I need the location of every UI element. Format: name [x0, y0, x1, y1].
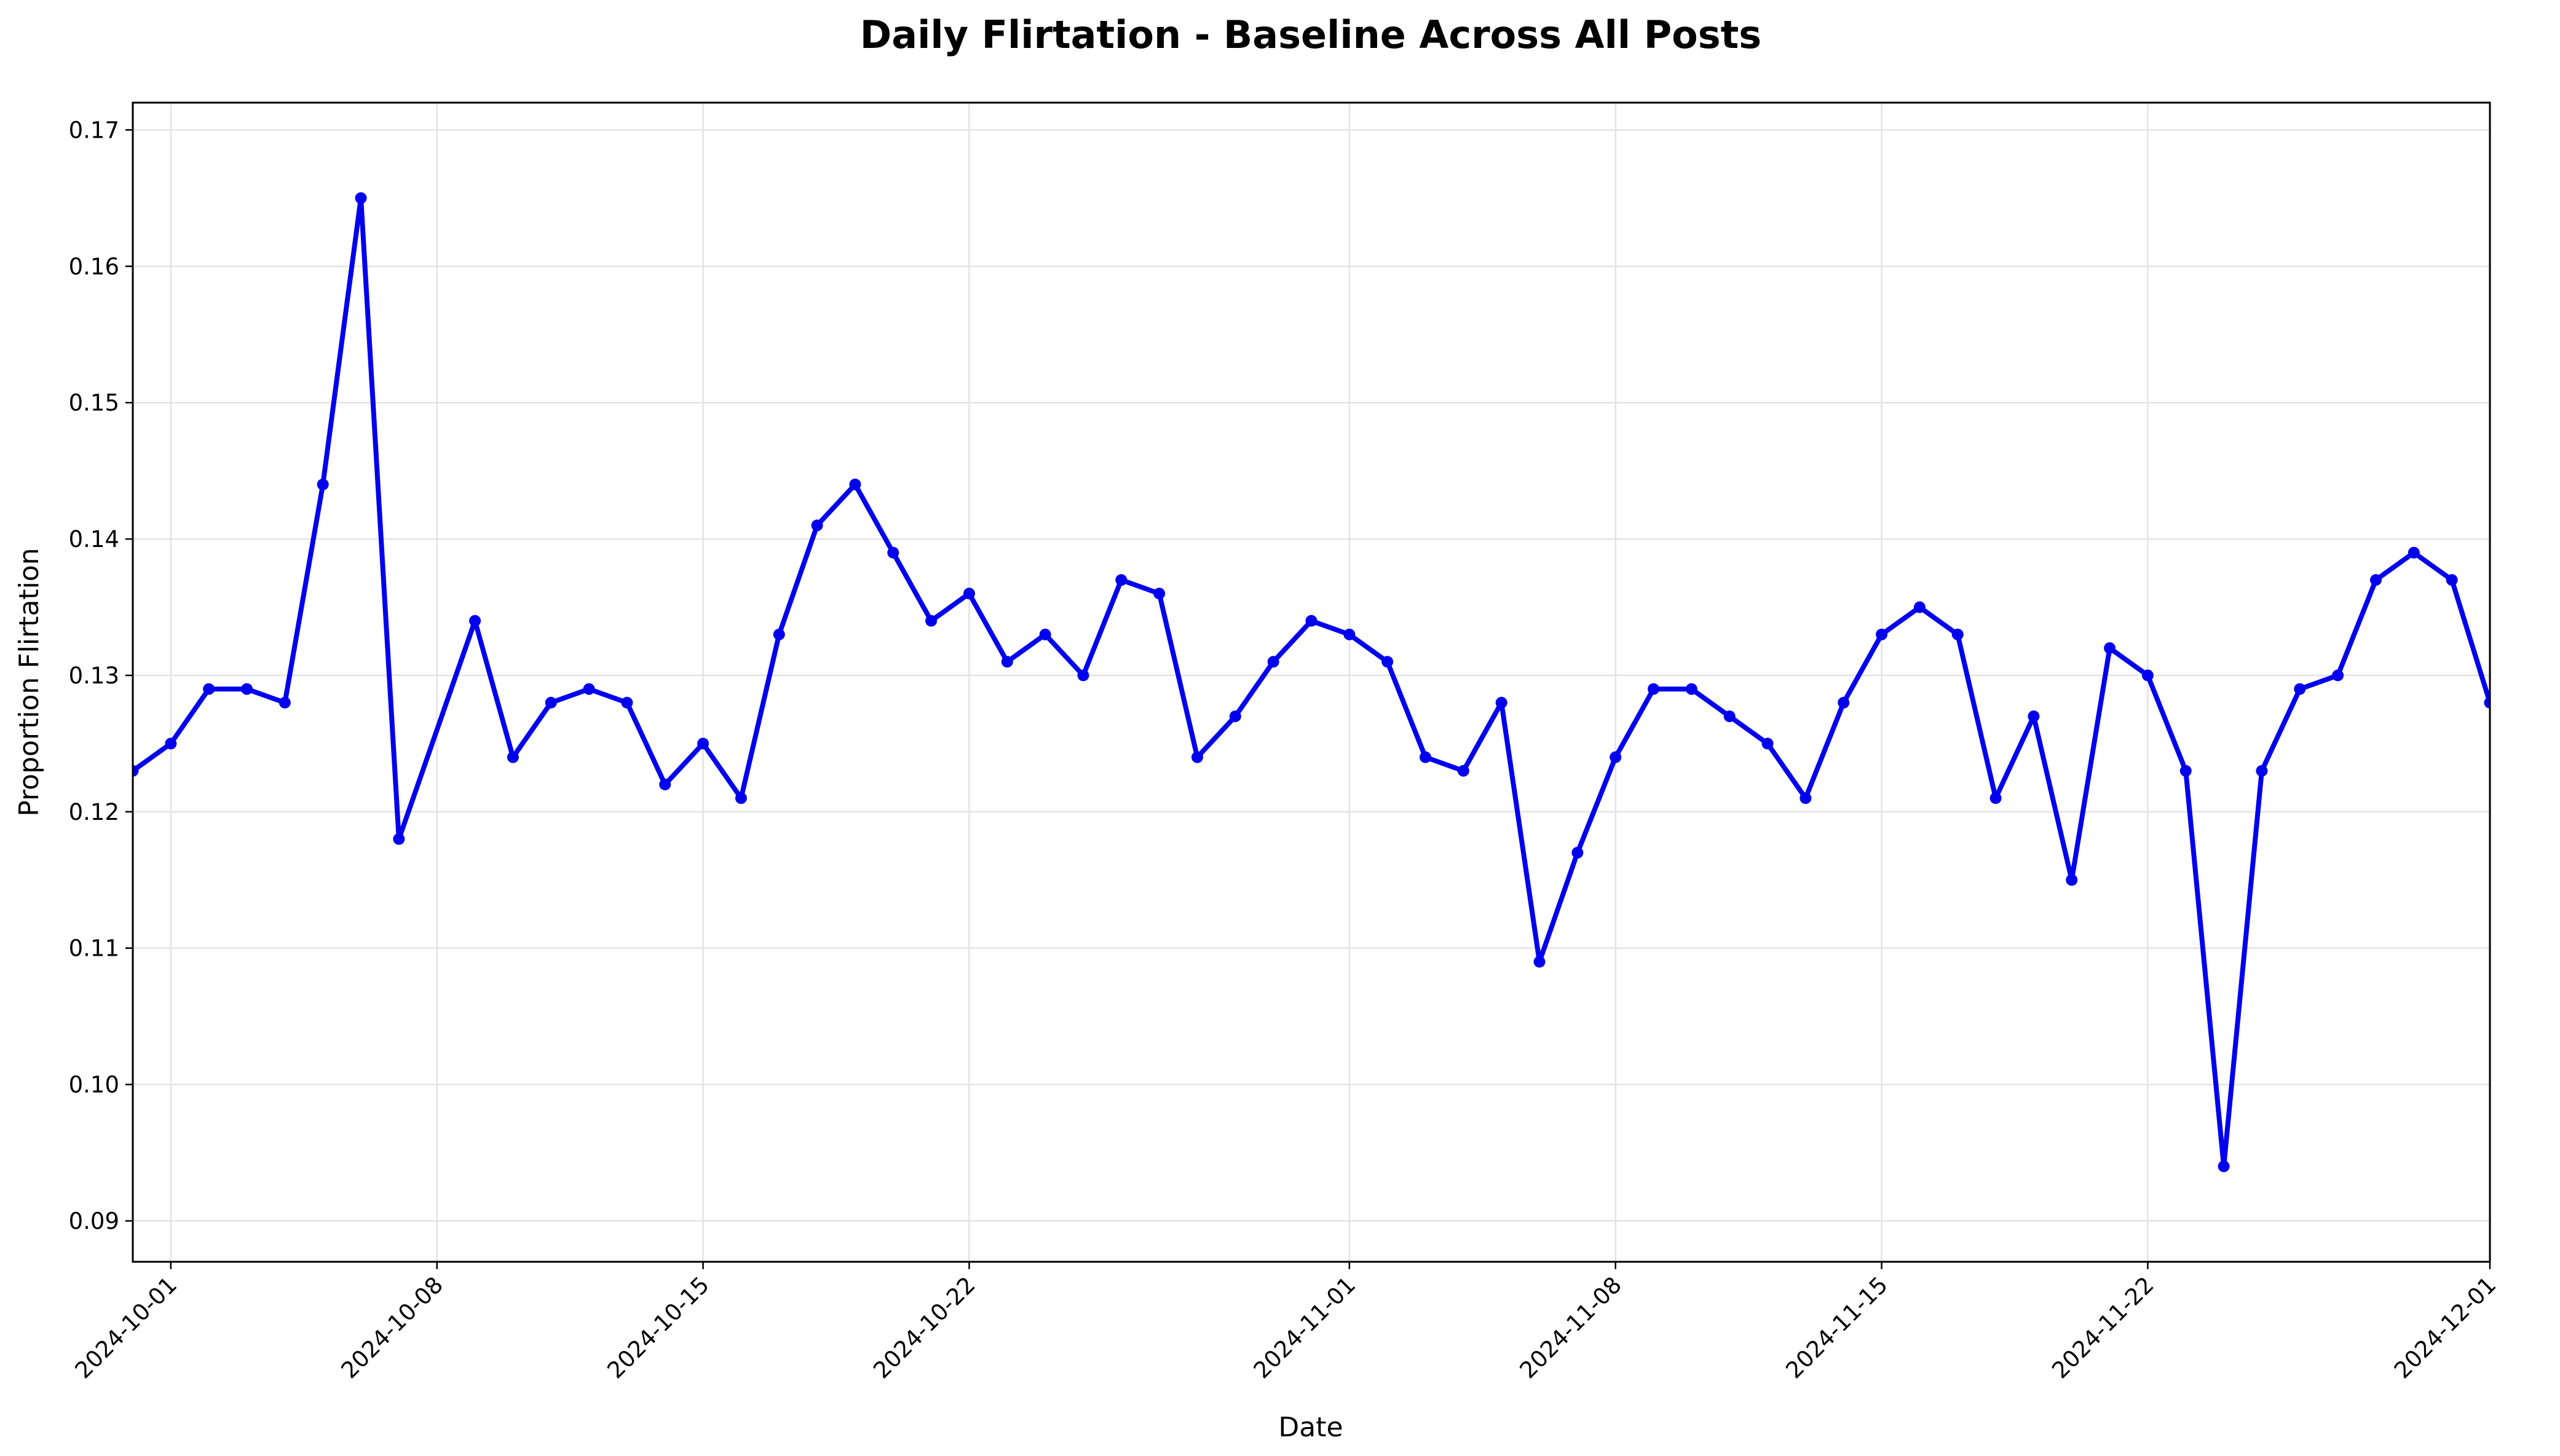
- y-tick-label: 0.15: [69, 390, 119, 416]
- data-point: [1610, 751, 1622, 763]
- data-point: [659, 778, 671, 790]
- y-axis-label: Proportion Flirtation: [14, 548, 45, 816]
- x-axis-label: Date: [1278, 1412, 1343, 1443]
- data-point: [1191, 751, 1203, 763]
- data-point: [1039, 628, 1051, 640]
- data-point: [583, 683, 595, 695]
- y-tick-label: 0.11: [69, 935, 119, 962]
- data-point: [203, 683, 215, 695]
- data-point: [887, 546, 899, 559]
- data-point: [1153, 588, 1166, 600]
- y-tick-label: 0.12: [69, 799, 119, 825]
- data-point: [393, 833, 405, 845]
- data-point: [1761, 738, 1774, 750]
- series-layer: [133, 192, 2490, 1173]
- chart-title: Daily Flirtation - Baseline Across All P…: [860, 12, 1761, 57]
- data-point: [469, 615, 481, 627]
- data-point: [2179, 765, 2192, 777]
- y-tick-label: 0.17: [69, 117, 119, 143]
- data-point: [1876, 628, 1888, 640]
- y-tick-label: 0.16: [69, 253, 119, 280]
- data-point: [1115, 574, 1128, 586]
- data-point: [1229, 710, 1241, 722]
- y-tick-label: 0.09: [69, 1208, 119, 1234]
- data-point: [1457, 765, 1469, 777]
- data-point: [1951, 628, 1964, 640]
- data-point: [1305, 615, 1318, 627]
- data-point: [2369, 574, 2382, 586]
- data-point: [1685, 683, 1697, 695]
- data-point: [1723, 710, 1736, 722]
- data-point: [1343, 628, 1356, 640]
- data-point: [241, 683, 253, 695]
- data-point: [1495, 696, 1507, 709]
- y-tick-label: 0.14: [69, 526, 119, 553]
- data-point: [2141, 669, 2154, 682]
- y-tick-label: 0.13: [69, 663, 119, 689]
- data-point: [963, 588, 975, 600]
- data-point: [2484, 696, 2490, 709]
- data-point: [2104, 642, 2116, 655]
- plot-frame: [132, 101, 2491, 1263]
- data-point: [355, 192, 367, 204]
- data-point: [849, 478, 861, 490]
- series-line: [133, 195, 2490, 1169]
- data-point: [1648, 683, 1660, 695]
- data-point: [1571, 846, 1584, 859]
- data-point: [507, 751, 519, 763]
- data-point: [317, 478, 329, 490]
- data-point: [1001, 656, 1013, 668]
- data-point: [545, 696, 557, 709]
- data-point: [1838, 696, 1850, 709]
- data-point: [279, 696, 291, 709]
- data-point: [1077, 669, 1089, 682]
- data-point: [2066, 874, 2078, 886]
- data-point: [925, 615, 938, 627]
- data-point: [621, 696, 633, 709]
- data-point: [697, 738, 709, 750]
- data-point: [2028, 710, 2040, 722]
- data-point: [2256, 765, 2268, 777]
- data-point: [1989, 792, 2002, 805]
- data-point: [165, 738, 177, 750]
- data-point: [2294, 683, 2306, 695]
- y-tick-label: 0.10: [69, 1072, 119, 1098]
- data-point: [1800, 792, 1812, 805]
- data-point: [2332, 669, 2344, 682]
- data-point: [1420, 751, 1432, 763]
- data-point: [2218, 1160, 2230, 1173]
- data-point: [1913, 601, 1926, 613]
- data-point: [2446, 574, 2458, 586]
- data-point: [735, 792, 747, 805]
- data-point: [1533, 956, 1546, 968]
- y-axis-ticks: 0.09 0.10 0.11 0.12 0.13 0.14 0.15 0.16 0.17: [69, 117, 133, 1234]
- data-point: [2408, 546, 2420, 559]
- data-point: [773, 628, 785, 640]
- data-point: [1267, 656, 1279, 668]
- data-point: [133, 765, 139, 777]
- data-point: [1381, 656, 1394, 668]
- data-point: [811, 519, 823, 532]
